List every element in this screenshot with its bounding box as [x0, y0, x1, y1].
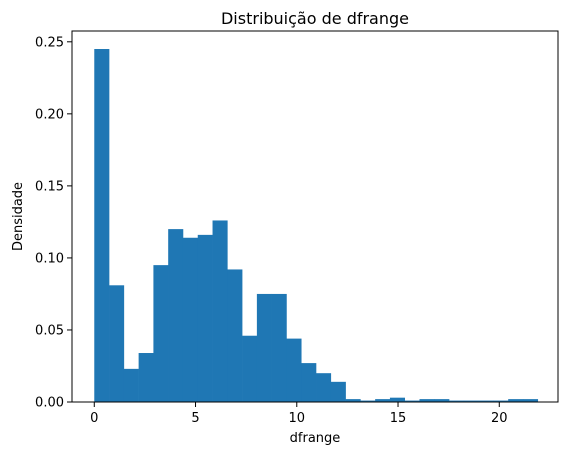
bars-group [94, 49, 539, 403]
histogram-bar [109, 285, 125, 402]
x-axis-label: dfrange [290, 431, 341, 446]
histogram-bar [256, 293, 272, 402]
histogram-bar [301, 363, 317, 402]
x-tick-label: 0 [90, 411, 98, 426]
histogram-bar [242, 335, 258, 402]
histogram-bar [375, 399, 391, 402]
histogram-bar [153, 265, 169, 402]
histogram-bar [345, 399, 361, 402]
histogram-bar [478, 400, 494, 402]
histogram-bar [463, 400, 479, 402]
histogram-bar [168, 229, 184, 402]
y-tick-label: 0.25 [35, 35, 64, 50]
histogram-bar [404, 400, 420, 402]
histogram-bar [508, 399, 524, 402]
histogram-bar [419, 399, 435, 402]
y-tick-label: 0.00 [35, 396, 64, 411]
histogram-bar [138, 353, 154, 402]
histogram-bar [434, 399, 450, 402]
x-tick-label: 15 [390, 411, 407, 426]
histogram-bar [271, 293, 287, 402]
x-tick-label: 20 [491, 411, 508, 426]
y-tick-label: 0.10 [35, 251, 64, 266]
histogram-bar [493, 400, 509, 402]
histogram-bar [522, 399, 539, 402]
histogram-bar [182, 237, 199, 402]
histogram-bar [389, 397, 406, 402]
histogram-bar [197, 234, 213, 402]
y-axis-label: Densidade [11, 182, 26, 251]
histogram-bar [316, 373, 332, 402]
histogram-bar [360, 400, 376, 402]
y-tick-label: 0.20 [35, 107, 64, 122]
histogram-bar [123, 368, 139, 402]
histogram-bar [94, 49, 110, 403]
histogram-bar [286, 338, 302, 402]
histogram-bar [449, 400, 465, 402]
x-axis-ticks: 0 5 10 15 20 [90, 402, 508, 426]
x-tick-label: 5 [191, 411, 199, 426]
y-tick-label: 0.15 [35, 179, 64, 194]
histogram-bar [212, 220, 228, 402]
histogram-bar [330, 381, 346, 402]
x-tick-label: 10 [289, 411, 306, 426]
histogram-bar [227, 269, 243, 402]
y-tick-label: 0.05 [35, 323, 64, 338]
chart-title: Distribuição de dfrange [221, 9, 409, 28]
y-axis-ticks: 0.00 0.05 0.10 0.15 0.20 0.25 [35, 35, 72, 411]
plot-frame [71, 30, 559, 403]
